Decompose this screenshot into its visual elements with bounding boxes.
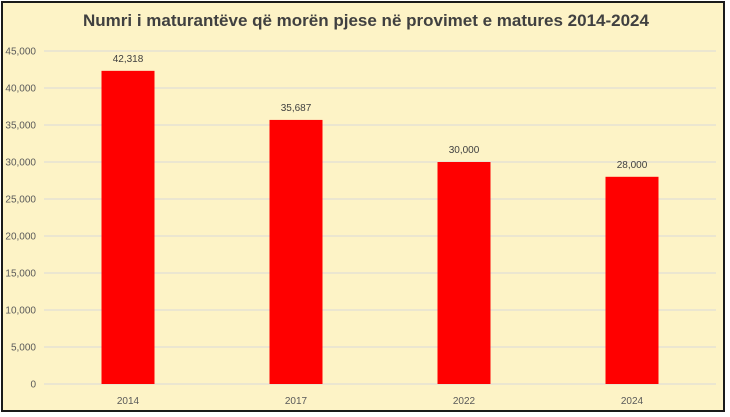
chart-frame (1, 1, 725, 412)
data-labels: 42,318 35,687 30,000 28,000 (113, 54, 648, 171)
y-tick-label: 5,000 (11, 343, 36, 354)
bar (605, 176, 659, 384)
data-label: 28,000 (617, 160, 648, 171)
x-tick-label: 2017 (285, 396, 308, 407)
data-label: 35,687 (281, 103, 312, 114)
gridlines (44, 50, 716, 385)
data-label: 30,000 (449, 145, 480, 156)
y-axis: 0 5,000 10,000 15,000 20,000 25,000 30,000 35,0… (5, 47, 36, 391)
y-tick-label: 25,000 (5, 195, 36, 206)
bar (101, 70, 155, 384)
y-tick-label: 10,000 (5, 306, 36, 317)
y-tick-label: 35,000 (5, 121, 36, 132)
y-tick-label: 40,000 (5, 84, 36, 95)
x-axis: 2014 2017 2022 2024 (117, 396, 644, 407)
data-label: 42,318 (113, 54, 144, 65)
bar (437, 162, 491, 384)
y-tick-label: 30,000 (5, 158, 36, 169)
y-tick-label: 0 (30, 380, 36, 391)
x-tick-label: 2024 (621, 396, 644, 407)
bar (269, 119, 323, 384)
y-tick-label: 45,000 (5, 47, 36, 58)
y-tick-label: 20,000 (5, 232, 36, 243)
chart-title: Numri i maturantëve që morën pjese në pr… (83, 11, 650, 30)
bars (101, 70, 659, 384)
x-tick-label: 2022 (453, 396, 476, 407)
y-tick-label: 15,000 (5, 269, 36, 280)
x-tick-label: 2014 (117, 396, 140, 407)
